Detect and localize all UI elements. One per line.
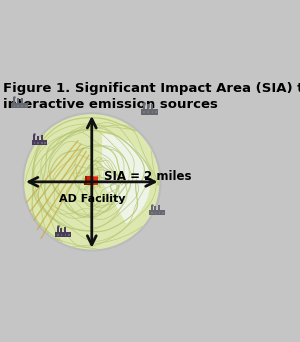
Bar: [61, 234, 62, 236]
Bar: [64, 234, 66, 236]
Bar: [147, 104, 149, 109]
Text: AD Facility: AD Facility: [58, 194, 125, 203]
Bar: [41, 142, 43, 144]
Text: SIA = 2 miles: SIA = 2 miles: [104, 170, 192, 183]
Bar: [92, 175, 98, 177]
Circle shape: [23, 113, 160, 251]
Bar: [60, 228, 62, 232]
Bar: [11, 103, 28, 108]
Bar: [152, 111, 153, 113]
Bar: [141, 109, 158, 115]
Bar: [155, 111, 157, 113]
Bar: [155, 212, 156, 214]
Bar: [149, 210, 165, 215]
Bar: [21, 97, 23, 103]
Bar: [25, 105, 27, 107]
Bar: [44, 142, 46, 144]
Bar: [64, 227, 66, 232]
Bar: [162, 212, 164, 214]
Bar: [151, 104, 153, 109]
Bar: [158, 206, 160, 210]
Bar: [37, 136, 39, 140]
Bar: [14, 105, 15, 107]
Bar: [17, 105, 19, 107]
Bar: [13, 97, 15, 103]
Bar: [33, 135, 35, 140]
Bar: [152, 212, 153, 214]
Bar: [159, 212, 160, 214]
Bar: [57, 227, 59, 232]
Text: Figure 1. Significant Impact Area (SIA) to map
interactive emission sources: Figure 1. Significant Impact Area (SIA) …: [3, 81, 300, 110]
Bar: [85, 175, 91, 184]
Bar: [55, 232, 70, 237]
Bar: [21, 105, 23, 107]
Bar: [68, 234, 70, 236]
Bar: [154, 206, 156, 210]
Bar: [92, 175, 98, 185]
Bar: [37, 142, 39, 144]
FancyBboxPatch shape: [84, 182, 95, 185]
Bar: [85, 175, 87, 184]
Bar: [34, 142, 35, 144]
Bar: [92, 175, 94, 185]
Bar: [40, 135, 43, 140]
Bar: [143, 103, 145, 109]
Wedge shape: [102, 134, 150, 223]
Bar: [32, 140, 47, 145]
Bar: [57, 234, 59, 236]
Bar: [16, 98, 19, 103]
Bar: [147, 111, 149, 113]
Bar: [151, 205, 153, 210]
Bar: [143, 111, 145, 113]
Ellipse shape: [84, 182, 95, 185]
